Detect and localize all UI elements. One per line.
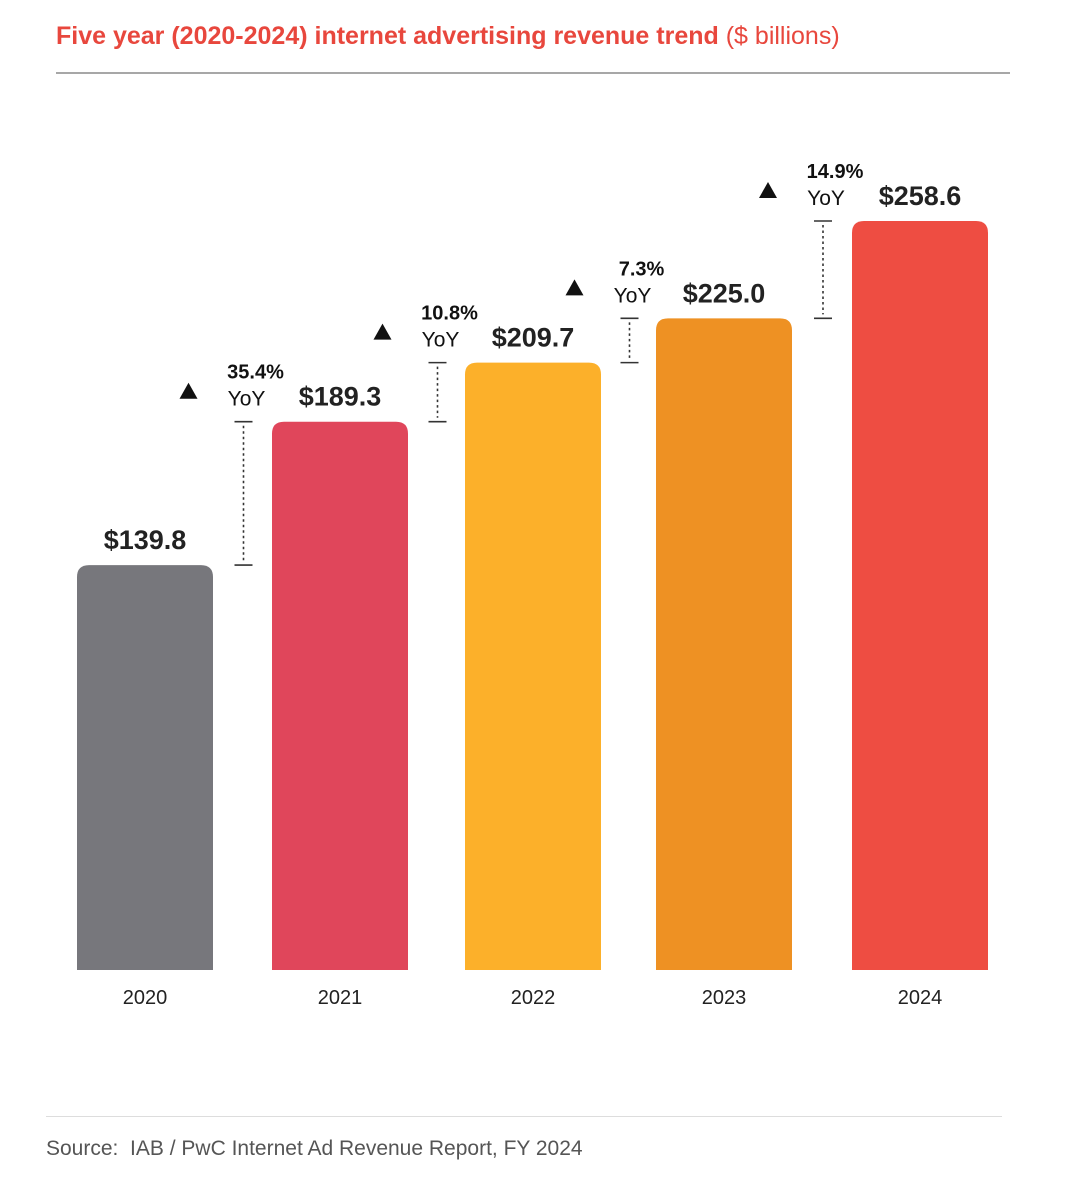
footer-divider	[46, 1116, 1002, 1117]
x-tick-label-2020: 2020	[123, 987, 168, 1009]
yoy-label-2023: YoY	[614, 284, 652, 307]
bar-2022	[465, 362, 601, 970]
yoy-percent-2023: 7.3%	[619, 258, 665, 280]
up-arrow-icon	[373, 323, 392, 340]
value-label-2021: $189.3	[299, 382, 382, 412]
bar-2021	[272, 421, 408, 970]
title-divider	[56, 72, 1010, 74]
yoy-label-2024: YoY	[807, 187, 845, 210]
x-tick-label-2023: 2023	[702, 987, 747, 1009]
bar-chart: $139.8 2020 $189.3 2021 $209.7 2022 $225.0 2023…	[77, 161, 988, 1009]
up-arrow-icon	[759, 182, 777, 198]
yoy-percent-2021: 35.4%	[227, 362, 284, 384]
source-note: Source: IAB / PwC Internet Ad Revenue Re…	[46, 1137, 583, 1160]
up-arrow-icon	[565, 279, 584, 296]
bar-2024	[852, 221, 988, 970]
value-label-2023: $225.0	[683, 278, 766, 308]
value-label-2022: $209.7	[492, 323, 575, 353]
chart-title-main: Five year (2020-2024) internet advertisi…	[56, 22, 719, 50]
up-arrow-icon	[179, 382, 198, 399]
yoy-percent-2022: 10.8%	[421, 303, 478, 325]
value-label-2024: $258.6	[879, 181, 962, 211]
value-label-2020: $139.8	[104, 525, 187, 555]
x-tick-label-2024: 2024	[898, 987, 943, 1009]
chart-title-unit: ($ billions)	[725, 22, 840, 50]
yoy-percent-2024: 14.9%	[807, 161, 864, 183]
yoy-label-2022: YoY	[422, 329, 460, 352]
bar-2020	[77, 565, 213, 970]
bar-2023	[656, 318, 792, 970]
yoy-label-2021: YoY	[228, 388, 266, 411]
x-tick-label-2022: 2022	[511, 987, 556, 1009]
x-tick-label-2021: 2021	[318, 987, 363, 1009]
chart-title: Five year (2020-2024) internet advertisi…	[56, 22, 840, 51]
